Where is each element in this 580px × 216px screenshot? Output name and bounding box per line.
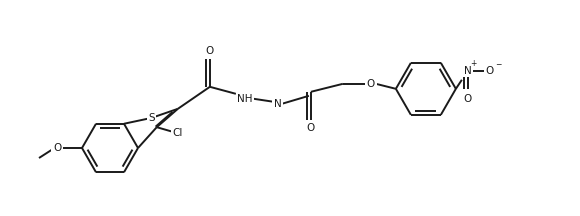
Text: O: O — [307, 123, 315, 133]
Text: N: N — [274, 99, 282, 109]
Text: O: O — [206, 46, 214, 56]
Text: O: O — [367, 79, 375, 89]
Text: −: − — [495, 60, 501, 69]
Text: O: O — [53, 143, 61, 153]
Text: Cl: Cl — [173, 128, 183, 138]
Text: O: O — [464, 94, 472, 104]
Text: NH: NH — [237, 94, 253, 104]
Text: O: O — [485, 66, 494, 76]
Text: S: S — [148, 113, 155, 123]
Text: N: N — [464, 66, 472, 76]
Text: +: + — [471, 59, 477, 68]
